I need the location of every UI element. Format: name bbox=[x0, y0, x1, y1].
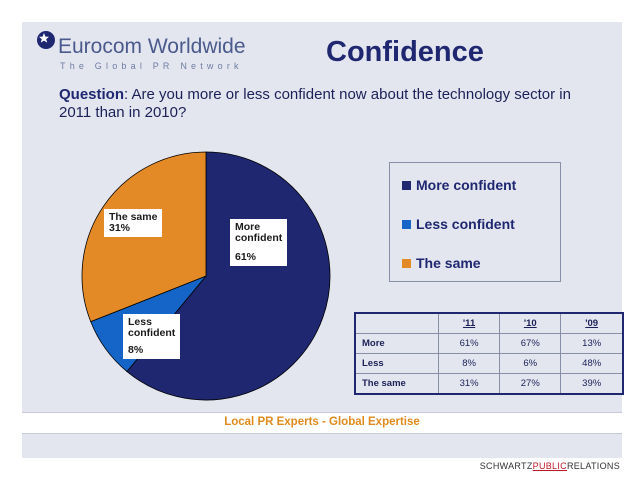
pie-label-less: Less confident 8% bbox=[123, 314, 181, 359]
company-credit: SCHWARTZPUBLICRELATIONS bbox=[480, 461, 620, 471]
table-cell: 48% bbox=[560, 353, 624, 374]
table-cell: 6% bbox=[499, 353, 562, 374]
pie-label-more-name2: confident bbox=[235, 232, 283, 244]
pie-chart bbox=[81, 151, 331, 401]
question: Question: Are you more or less confident… bbox=[59, 86, 599, 122]
table-row: More 61% 67% 13% bbox=[354, 333, 624, 354]
pie-label-same-value: 31% bbox=[109, 222, 131, 234]
table-header-2009: '09 bbox=[560, 312, 624, 334]
legend-swatch-more bbox=[402, 180, 411, 190]
table-cell: 13% bbox=[560, 333, 624, 354]
table-corner bbox=[354, 312, 439, 334]
table-cell: 31% bbox=[437, 373, 501, 395]
legend: More confident Less confident The same bbox=[389, 162, 561, 282]
comparison-table: '11 '10 '09 More 61% 67% 13% Less 8% 6% … bbox=[354, 312, 624, 400]
legend-swatch-same bbox=[402, 258, 411, 268]
logo-name: Eurocom Worldwide bbox=[58, 35, 246, 58]
pie-label-same-name: The same bbox=[109, 211, 158, 223]
table-row-label: Less bbox=[354, 353, 439, 374]
pie-label-more-name1: More bbox=[235, 221, 261, 233]
legend-item-more: More confident bbox=[402, 177, 516, 193]
table-row: The same 31% 27% 39% bbox=[354, 373, 624, 395]
pie-label-same: The same 31% bbox=[104, 209, 163, 237]
legend-label-same: The same bbox=[416, 255, 481, 271]
footer-bar: Local PR Experts - Global Expertise bbox=[22, 412, 622, 434]
footer-slogan: Local PR Experts - Global Expertise bbox=[224, 416, 420, 428]
slide: Eurocom Worldwide The Global PR Network … bbox=[22, 22, 624, 458]
legend-item-same: The same bbox=[402, 255, 481, 271]
table-cell: 8% bbox=[437, 353, 501, 374]
table-cell: 61% bbox=[437, 333, 501, 354]
question-text: : Are you more or less confident now abo… bbox=[59, 86, 571, 121]
pie-label-less-name2: confident bbox=[128, 327, 176, 339]
table-row-label: More bbox=[354, 333, 439, 354]
credit-left: SCHWARTZ bbox=[479, 461, 533, 471]
question-label: Question bbox=[59, 86, 125, 103]
globe-star-icon bbox=[37, 31, 55, 49]
credit-middle: PUBLIC bbox=[532, 461, 567, 471]
legend-swatch-less bbox=[402, 219, 411, 229]
pie-label-less-name1: Less bbox=[128, 316, 152, 328]
table-header-2011: '11 bbox=[437, 312, 501, 334]
pie-label-more: More confident 61% bbox=[230, 219, 288, 266]
credit-right: RELATIONS bbox=[566, 461, 620, 471]
slide-title: Confidence bbox=[326, 36, 484, 68]
table-header-2010: '10 bbox=[499, 312, 562, 334]
table-cell: 27% bbox=[499, 373, 562, 395]
table-cell: 39% bbox=[560, 373, 624, 395]
table-row-label: The same bbox=[354, 373, 439, 395]
table-cell: 67% bbox=[499, 333, 562, 354]
table-row: Less 8% 6% 48% bbox=[354, 353, 624, 374]
pie-label-less-value: 8% bbox=[128, 344, 144, 356]
table-header-row: '11 '10 '09 bbox=[354, 312, 624, 334]
legend-label-more: More confident bbox=[416, 177, 517, 193]
pie-label-more-value: 61% bbox=[235, 251, 257, 263]
logo-tagline: The Global PR Network bbox=[60, 61, 243, 71]
legend-label-less: Less confident bbox=[416, 216, 515, 232]
legend-item-less: Less confident bbox=[402, 216, 515, 232]
